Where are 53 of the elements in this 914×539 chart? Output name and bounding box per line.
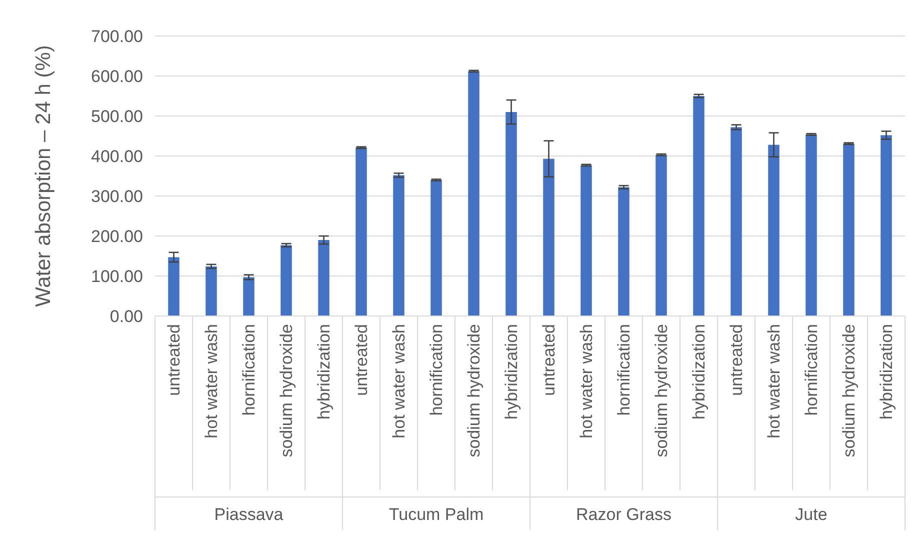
y-tick-label: 200.00 (91, 226, 143, 246)
bar (393, 175, 404, 316)
bar (543, 158, 554, 316)
bar (768, 144, 780, 316)
bar (656, 154, 667, 316)
x-tick-label: hornification (802, 324, 822, 416)
bar (880, 135, 892, 316)
y-tick-label: 300.00 (91, 186, 143, 206)
y-tick-label: 700.00 (91, 26, 143, 46)
x-tick-label: sodium hydroxide (277, 324, 296, 458)
x-tick-label: sodium hydroxide (464, 324, 484, 458)
x-tick-label: hybridization (314, 324, 334, 420)
x-tick-label: hybridization (502, 324, 522, 420)
bar (730, 127, 742, 316)
bar (280, 245, 292, 316)
bar (693, 96, 704, 316)
x-tick-label: hornification (240, 324, 259, 416)
bar (356, 148, 367, 316)
y-tick-label: 400.00 (91, 146, 143, 166)
x-tick-label: untreated (540, 324, 559, 396)
bar (206, 266, 217, 316)
bar (580, 165, 592, 316)
text: Razor Grass (576, 505, 672, 524)
x-tick-label: hot water wash (390, 324, 409, 438)
bar (243, 277, 254, 316)
bar (843, 144, 854, 316)
bar (318, 240, 330, 316)
y-tick-label: 0.00 (110, 306, 143, 326)
x-tick-label: sodium hydroxide (652, 324, 672, 458)
bar (430, 180, 442, 316)
y-tick-label: 500.00 (91, 106, 143, 126)
x-tick-label: hornification (427, 324, 446, 416)
x-tick-label: sodium hydroxide (840, 324, 859, 458)
text: Tucum Palm (388, 505, 484, 524)
x-tick-label: untreated (352, 324, 372, 396)
bar (506, 112, 517, 316)
x-tick-label: untreated (727, 324, 746, 396)
y-tick-label: 100.00 (91, 266, 143, 286)
bar (618, 187, 630, 316)
y-tick-label: 600.00 (91, 66, 143, 86)
y-axis-title: Water absorption – 24 h (%) (32, 45, 55, 307)
bar (168, 257, 180, 316)
bar (806, 134, 817, 316)
text: Piassava (214, 505, 284, 524)
x-tick-label: hot water wash (202, 324, 222, 438)
x-tick-label: hot water wash (577, 324, 596, 438)
x-tick-label: hybridization (877, 324, 896, 420)
x-tick-label: hornification (614, 324, 634, 416)
x-tick-label: untreated (164, 324, 184, 396)
x-tick-label: hot water wash (764, 324, 784, 438)
bar (468, 71, 480, 316)
x-tick-label: hybridization (690, 324, 709, 420)
text: Jute (795, 505, 828, 524)
